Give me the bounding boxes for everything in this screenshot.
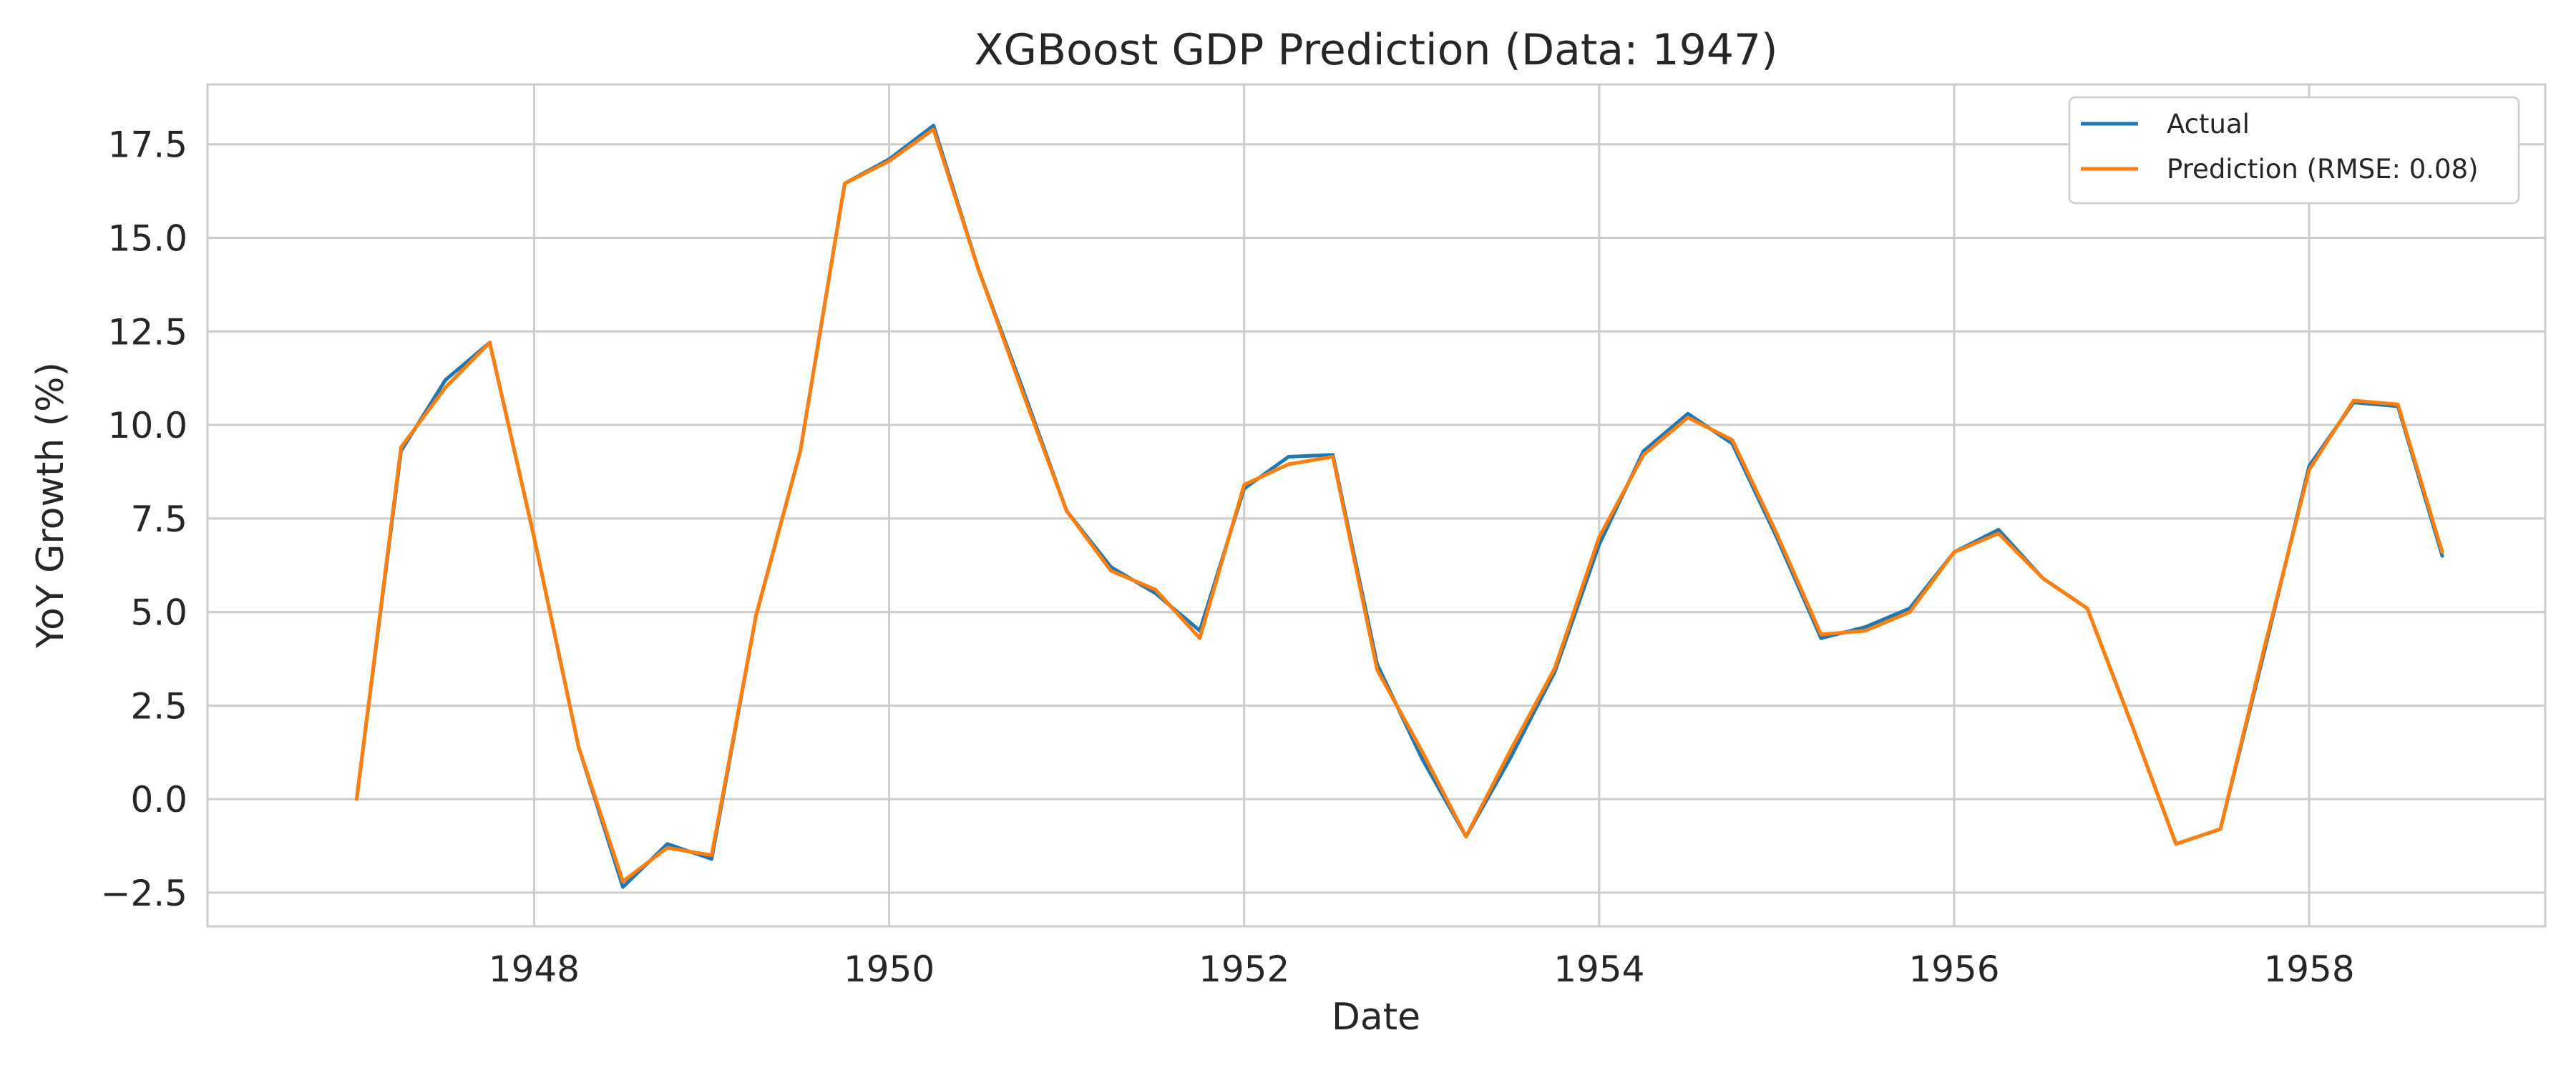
x-tick-label: 1948 [489, 949, 580, 990]
y-tick-label: −2.5 [101, 873, 187, 914]
tick-layer: 1948 1950 1952 1954 1956 1958 −2.5 0.0 2.5 5.0 7.5… [101, 124, 2355, 990]
series-line-prediction [354, 127, 2444, 883]
plot-frame [206, 83, 2547, 928]
y-tick-label: 17.5 [108, 124, 187, 166]
y-tick-label: 2.5 [130, 685, 187, 727]
y-axis-label: YoY Growth (%) [29, 362, 72, 649]
legend-label-actual: Actual [2167, 109, 2250, 139]
x-axis-label: Date [1332, 996, 1420, 1039]
legend-box [2068, 96, 2520, 205]
x-tick-label: 1958 [2263, 949, 2354, 990]
legend: Actual Prediction (RMSE: 0.08) [2068, 96, 2520, 205]
y-tick-label: 5.0 [130, 592, 187, 634]
y-tick-label: 10.0 [108, 405, 187, 446]
y-tick-label: 0.0 [130, 779, 187, 820]
x-tick-label: 1952 [1199, 949, 1289, 990]
x-tick-label: 1954 [1553, 949, 1644, 990]
legend-label-prediction: Prediction (RMSE: 0.08) [2167, 154, 2479, 185]
x-tick-label: 1950 [844, 949, 935, 990]
y-tick-label: 7.5 [130, 499, 187, 540]
y-tick-label: 12.5 [108, 311, 187, 353]
x-tick-label: 1956 [1908, 949, 1999, 990]
series-layer [354, 124, 2444, 889]
y-tick-label: 15.0 [108, 217, 187, 259]
chart-title: XGBoost GDP Prediction (Data: 1947) [974, 25, 1777, 75]
